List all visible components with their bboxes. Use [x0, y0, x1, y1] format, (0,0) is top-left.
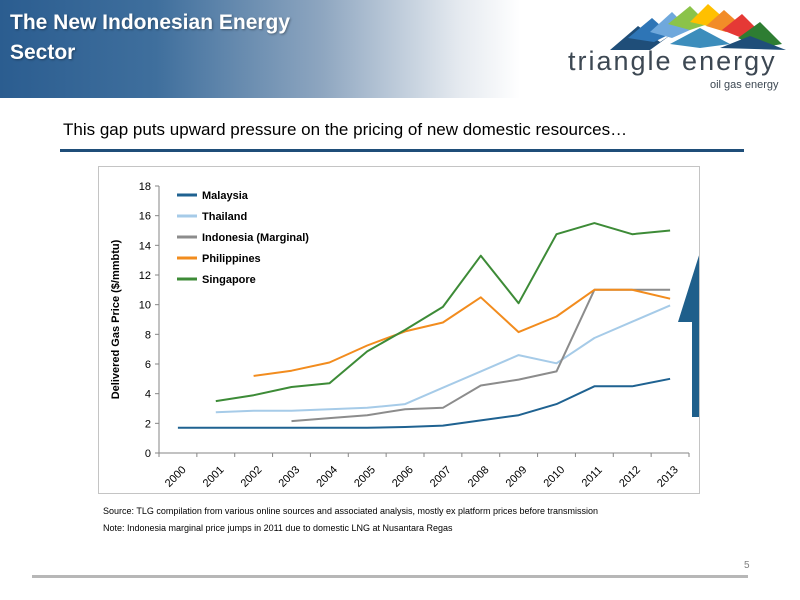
x-tick-label: 2011 [580, 464, 605, 489]
y-tick-label: 12 [139, 270, 151, 282]
page-number: 5 [744, 560, 750, 571]
footnote: Note: Indonesia marginal price jumps in … [103, 523, 453, 533]
y-tick-label: 2 [145, 418, 151, 430]
chart-container: 0 2 4 6 8 10 12 14 16 18 2000 2001 2002 2003 2004 2005 2… [98, 166, 700, 494]
x-tick-label: 2007 [428, 464, 454, 490]
x-tick-label: 2006 [390, 464, 416, 490]
y-tick-label: 0 [145, 448, 151, 460]
y-tick-label: 10 [139, 300, 151, 312]
logo-wordmark: triangle energy [568, 46, 777, 76]
series-line-indonesia-marginal [291, 288, 671, 423]
legend-label: Philippines [202, 253, 261, 265]
y-axis-title: Delivered Gas Price ($/mmbtu) [110, 239, 122, 399]
chart-notes: Source: TLG compilation from various onl… [103, 503, 598, 537]
source-note: Source: TLG compilation from various onl… [103, 506, 599, 516]
y-tick-label: 18 [139, 181, 151, 193]
x-tick-label: 2004 [314, 464, 340, 490]
slide-subtitle: This gap puts upward pressure on the pri… [63, 120, 628, 139]
series-line-philippines [253, 288, 671, 377]
triangle-mountain-logo-icon [610, 4, 786, 50]
x-tick-label: 2008 [466, 464, 492, 490]
legend-label: Singapore [202, 274, 256, 286]
series-line-thailand [215, 304, 671, 414]
up-arrow-icon [678, 255, 699, 417]
gas-price-line-chart: 0 2 4 6 8 10 12 14 16 18 2000 2001 2002 2003 2004 2005 2… [110, 181, 699, 490]
series-line-singapore [215, 222, 671, 403]
footer-divider [32, 575, 748, 578]
x-tick-label: 2005 [352, 464, 378, 490]
legend-label: Malaysia [202, 190, 249, 202]
x-tick-label: 2003 [276, 464, 302, 490]
x-tick-label: 2009 [504, 464, 530, 490]
y-tick-label: 4 [145, 389, 151, 401]
legend-label: Indonesia (Marginal) [202, 232, 309, 244]
company-logo: triangle energy oil gas energy [560, 4, 796, 96]
x-tick-label: 2000 [163, 464, 189, 490]
x-tick-label: 2002 [239, 464, 265, 490]
x-tick-label: 2001 [201, 464, 227, 490]
y-tick-label: 14 [139, 240, 151, 252]
legend-label: Thailand [202, 211, 247, 223]
series-line-malaysia [177, 377, 671, 429]
x-tick-label: 2012 [617, 464, 643, 490]
subtitle-divider [60, 149, 744, 152]
x-tick-label: 2010 [541, 464, 567, 490]
title-banner: The New Indonesian Energy Sector [0, 0, 520, 98]
x-tick-label: 2013 [655, 464, 681, 490]
y-tick-label: 16 [139, 211, 151, 223]
y-tick-label: 6 [145, 359, 151, 371]
logo-tagline: oil gas energy [710, 79, 779, 91]
y-tick-label: 8 [145, 329, 151, 341]
slide-title: The New Indonesian Energy Sector [10, 11, 291, 64]
